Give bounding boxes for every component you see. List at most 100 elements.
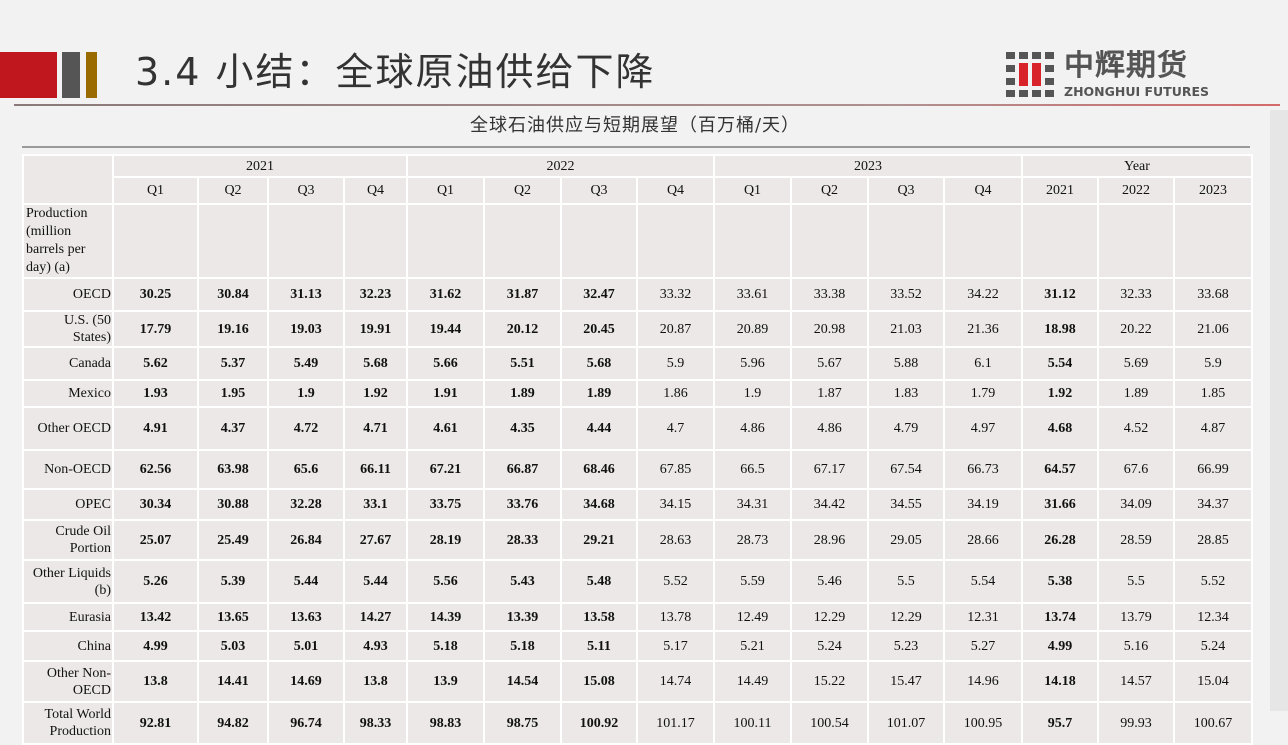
table-cell: 4.86 <box>713 406 792 451</box>
table-cell: 4.99 <box>112 630 199 662</box>
row-label: Other OECD <box>22 406 114 451</box>
year-header: 2021 <box>112 154 408 178</box>
table-row: U.S. (50 States) 17.79 19.16 19.03 19.91 19.4… <box>22 310 1254 348</box>
table-cell: 4.37 <box>197 406 269 451</box>
table-cell: 5.68 <box>343 346 408 381</box>
table-cell: 5.5 <box>867 559 945 604</box>
table-cell: 26.84 <box>267 519 345 561</box>
empty-cell <box>1021 203 1099 279</box>
table-cell: 98.33 <box>343 701 408 745</box>
table-cell: 4.91 <box>112 406 199 451</box>
column-header: Q3 <box>267 176 345 205</box>
table-cell: 12.31 <box>943 602 1023 632</box>
table-cell: 5.48 <box>560 559 638 604</box>
table-row: China 4.99 5.03 5.01 4.93 5.18 5.18 5.11 5.17 5.2… <box>22 630 1254 662</box>
table-cell: 33.68 <box>1172 277 1254 312</box>
table-cell: 34.09 <box>1097 488 1175 521</box>
table-cell: 31.87 <box>483 277 562 312</box>
table-cell: 4.44 <box>560 406 638 451</box>
table-cell: 34.19 <box>943 488 1023 521</box>
row-label: Crude Oil Portion <box>22 519 114 561</box>
table-cell: 13.65 <box>197 602 269 632</box>
table-cell: 4.99 <box>1021 630 1099 662</box>
table-cell: 33.61 <box>713 277 792 312</box>
table-cell: 33.76 <box>483 488 562 521</box>
table-cell: 1.95 <box>197 379 269 408</box>
table-cell: 31.12 <box>1021 277 1099 312</box>
table-cell: 5.17 <box>636 630 715 662</box>
table-cell: 13.74 <box>1021 602 1099 632</box>
table-cell: 30.88 <box>197 488 269 521</box>
table-cell: 66.5 <box>713 449 792 490</box>
table-cell: 5.54 <box>1021 346 1099 381</box>
table-row: Eurasia 13.42 13.65 13.63 14.27 14.39 13.39 13.… <box>22 602 1254 632</box>
row-label: Non-OECD <box>22 449 114 490</box>
table-cell: 4.71 <box>343 406 408 451</box>
table-cell: 5.26 <box>112 559 199 604</box>
table-cell: 32.28 <box>267 488 345 521</box>
table-cell: 12.34 <box>1172 602 1254 632</box>
table-row: Non-OECD 62.56 63.98 65.6 66.11 67.21 66.87 68.… <box>22 449 1254 490</box>
empty-cell <box>406 203 485 279</box>
empty-cell <box>343 203 408 279</box>
table-cell: 65.6 <box>267 449 345 490</box>
table-cell: 12.29 <box>867 602 945 632</box>
empty-cell <box>267 203 345 279</box>
table-cell: 66.99 <box>1172 449 1254 490</box>
column-header: Q1 <box>112 176 199 205</box>
table-cell: 32.47 <box>560 277 638 312</box>
column-header: Q3 <box>867 176 945 205</box>
table-cell: 100.67 <box>1172 701 1254 745</box>
table-cell: 1.89 <box>560 379 638 408</box>
table-cell: 1.9 <box>267 379 345 408</box>
table-cell: 14.57 <box>1097 660 1175 703</box>
page-title: 3.4 小结：全球原油供给下降 <box>135 50 656 94</box>
table-cell: 1.85 <box>1172 379 1254 408</box>
table-cell: 29.21 <box>560 519 638 561</box>
table-cell: 100.54 <box>790 701 869 745</box>
table-cell: 13.8 <box>343 660 408 703</box>
section-row: Production (million barrels per day) (a) <box>22 203 1254 279</box>
table-cell: 28.59 <box>1097 519 1175 561</box>
table-cell: 18.98 <box>1021 310 1099 348</box>
table-row: OECD 30.25 30.84 31.13 32.23 31.62 31.87 32.47 3… <box>22 277 1254 312</box>
table-cell: 14.27 <box>343 602 408 632</box>
column-header: Q2 <box>790 176 869 205</box>
table-cell: 13.9 <box>406 660 485 703</box>
table-cell: 99.93 <box>1097 701 1175 745</box>
table-title: 全球石油供应与短期展望（百万桶/天） <box>469 115 801 136</box>
table-cell: 5.21 <box>713 630 792 662</box>
table-cell: 64.57 <box>1021 449 1099 490</box>
table-cell: 5.03 <box>197 630 269 662</box>
table-row: Crude Oil Portion 25.07 25.49 26.84 27.67 28.… <box>22 519 1254 561</box>
table-cell: 14.18 <box>1021 660 1099 703</box>
table-cell: 5.62 <box>112 346 199 381</box>
table-cell: 12.29 <box>790 602 869 632</box>
table-cell: 21.03 <box>867 310 945 348</box>
table-cell: 5.88 <box>867 346 945 381</box>
logo-chinese-name: 中辉期货 <box>1064 50 1188 82</box>
table-cell: 33.1 <box>343 488 408 521</box>
column-header: 2021 <box>1021 176 1099 205</box>
table-cell: 1.89 <box>1097 379 1175 408</box>
row-label: OECD <box>22 277 114 312</box>
table-cell: 17.79 <box>112 310 199 348</box>
table-cell: 67.54 <box>867 449 945 490</box>
table-cell: 4.86 <box>790 406 869 451</box>
table-cell: 67.17 <box>790 449 869 490</box>
table-cell: 19.16 <box>197 310 269 348</box>
row-label: Total World Production <box>22 701 114 745</box>
table-cell: 5.37 <box>197 346 269 381</box>
table-cell: 28.96 <box>790 519 869 561</box>
table-cell: 100.92 <box>560 701 638 745</box>
table-cell: 67.21 <box>406 449 485 490</box>
table-cell: 98.75 <box>483 701 562 745</box>
table-cell: 5.5 <box>1097 559 1175 604</box>
table-cell: 5.44 <box>267 559 345 604</box>
empty-cell <box>1097 203 1175 279</box>
table-cell: 6.1 <box>943 346 1023 381</box>
column-header: Q2 <box>197 176 269 205</box>
table-cell: 13.8 <box>112 660 199 703</box>
table-cell: 1.86 <box>636 379 715 408</box>
table-cell: 14.69 <box>267 660 345 703</box>
